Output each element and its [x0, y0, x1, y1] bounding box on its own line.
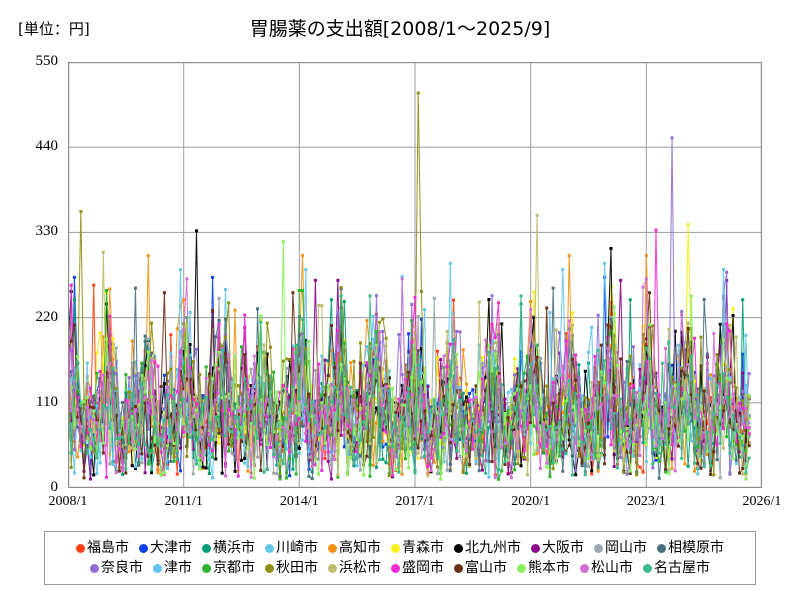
legend-marker-icon — [531, 543, 540, 553]
legend-item-名古屋市[interactable]: 名古屋市 — [643, 561, 710, 575]
x-tick-label: 2023/1 — [626, 494, 666, 509]
legend-label: 北九州市 — [465, 540, 521, 556]
legend-label: 津市 — [164, 560, 192, 576]
legend-marker-icon — [202, 563, 211, 573]
legend-item-秋田市[interactable]: 秋田市 — [265, 561, 318, 575]
x-tick-label: 2011/1 — [164, 494, 203, 509]
legend-item-盛岡市[interactable]: 盛岡市 — [391, 561, 444, 575]
legend-item-浜松市[interactable]: 浜松市 — [328, 561, 381, 575]
legend-label: 奈良市 — [101, 560, 143, 576]
legend-marker-icon — [391, 543, 400, 553]
legend-label: 川崎市 — [276, 540, 318, 556]
legend-marker-icon — [594, 543, 603, 553]
legend-label: 大阪市 — [542, 540, 584, 556]
legend-item-奈良市[interactable]: 奈良市 — [90, 561, 143, 575]
page-title: 胃腸薬の支出額[2008/1～2025/9] — [249, 18, 551, 40]
legend-marker-icon — [265, 543, 274, 553]
unit-label: [単位：円] — [18, 20, 90, 38]
legend-marker-icon — [90, 563, 99, 573]
legend-marker-icon — [454, 563, 463, 573]
x-tick-label: 2026/1 — [742, 494, 782, 509]
chart-canvas — [68, 62, 762, 488]
x-tick-label: 2017/1 — [395, 494, 435, 509]
legend-item-松山市[interactable]: 松山市 — [580, 561, 633, 575]
legend-label: 岡山市 — [605, 540, 647, 556]
legend-item-京都市[interactable]: 京都市 — [202, 561, 255, 575]
legend-item-大阪市[interactable]: 大阪市 — [531, 541, 584, 555]
legend-label: 京都市 — [213, 560, 255, 576]
legend-label: 高知市 — [339, 540, 381, 556]
plot-area — [68, 62, 762, 488]
y-tick-label: 330 — [35, 223, 59, 240]
x-tick-label: 2014/1 — [279, 494, 319, 509]
legend-label: 大津市 — [150, 540, 192, 556]
legend-label: 相模原市 — [668, 540, 724, 556]
legend-item-福島市[interactable]: 福島市 — [76, 541, 129, 555]
y-tick-label: 550 — [35, 53, 59, 69]
legend-item-川崎市[interactable]: 川崎市 — [265, 541, 318, 555]
legend-item-岡山市[interactable]: 岡山市 — [594, 541, 647, 555]
legend-label: 盛岡市 — [402, 560, 444, 576]
legend-marker-icon — [657, 543, 666, 553]
chart-legend: 福島市 大津市 横浜市 川崎市 高知市 青森市 北九州市 大阪市 岡山市 相模原市 奈良市 津市 京都… — [44, 531, 756, 585]
legend-marker-icon — [76, 543, 85, 553]
legend-item-青森市[interactable]: 青森市 — [391, 541, 444, 555]
legend-item-相模原市[interactable]: 相模原市 — [657, 541, 724, 555]
plot-frame — [68, 62, 762, 488]
legend-label: 福島市 — [87, 540, 129, 556]
legend-marker-icon — [391, 563, 400, 573]
legend-item-富山市[interactable]: 富山市 — [454, 561, 507, 575]
legend-label: 名古屋市 — [654, 560, 710, 576]
legend-item-北九州市[interactable]: 北九州市 — [454, 541, 521, 555]
legend-item-大津市[interactable]: 大津市 — [139, 541, 192, 555]
legend-label: 熊本市 — [528, 560, 570, 576]
legend-marker-icon — [643, 563, 652, 573]
y-tick-label: 0 — [50, 479, 59, 495]
legend-label: 浜松市 — [339, 560, 381, 576]
legend-marker-icon — [328, 563, 337, 573]
y-tick-label: 220 — [35, 308, 59, 325]
legend-label: 松山市 — [591, 560, 633, 576]
y-tick-label: 110 — [36, 393, 58, 410]
legend-marker-icon — [580, 563, 589, 573]
legend-label: 富山市 — [465, 560, 507, 576]
legend-marker-icon — [265, 563, 274, 573]
legend-label: 秋田市 — [276, 560, 318, 576]
x-tick-label: 2020/1 — [511, 494, 551, 509]
legend-marker-icon — [454, 543, 463, 553]
legend-row: 福島市 大津市 横浜市 川崎市 高知市 青森市 北九州市 大阪市 岡山市 相模原市 — [49, 538, 751, 558]
series-markers-名古屋市 — [68, 294, 751, 477]
legend-item-横浜市[interactable]: 横浜市 — [202, 541, 255, 555]
legend-label: 青森市 — [402, 540, 444, 556]
legend-marker-icon — [202, 543, 211, 553]
legend-row: 奈良市 津市 京都市 秋田市 浜松市 盛岡市 富山市 熊本市 松山市 名古屋市 — [49, 558, 751, 578]
legend-marker-icon — [328, 543, 337, 553]
legend-marker-icon — [517, 563, 526, 573]
legend-marker-icon — [153, 563, 162, 573]
legend-marker-icon — [139, 543, 148, 553]
legend-item-津市[interactable]: 津市 — [153, 561, 192, 575]
legend-item-熊本市[interactable]: 熊本市 — [517, 561, 570, 575]
legend-label: 横浜市 — [213, 540, 255, 556]
x-tick-label: 2008/1 — [48, 494, 88, 509]
y-tick-label: 440 — [35, 138, 59, 155]
legend-item-高知市[interactable]: 高知市 — [328, 541, 381, 555]
series-group — [68, 91, 751, 482]
